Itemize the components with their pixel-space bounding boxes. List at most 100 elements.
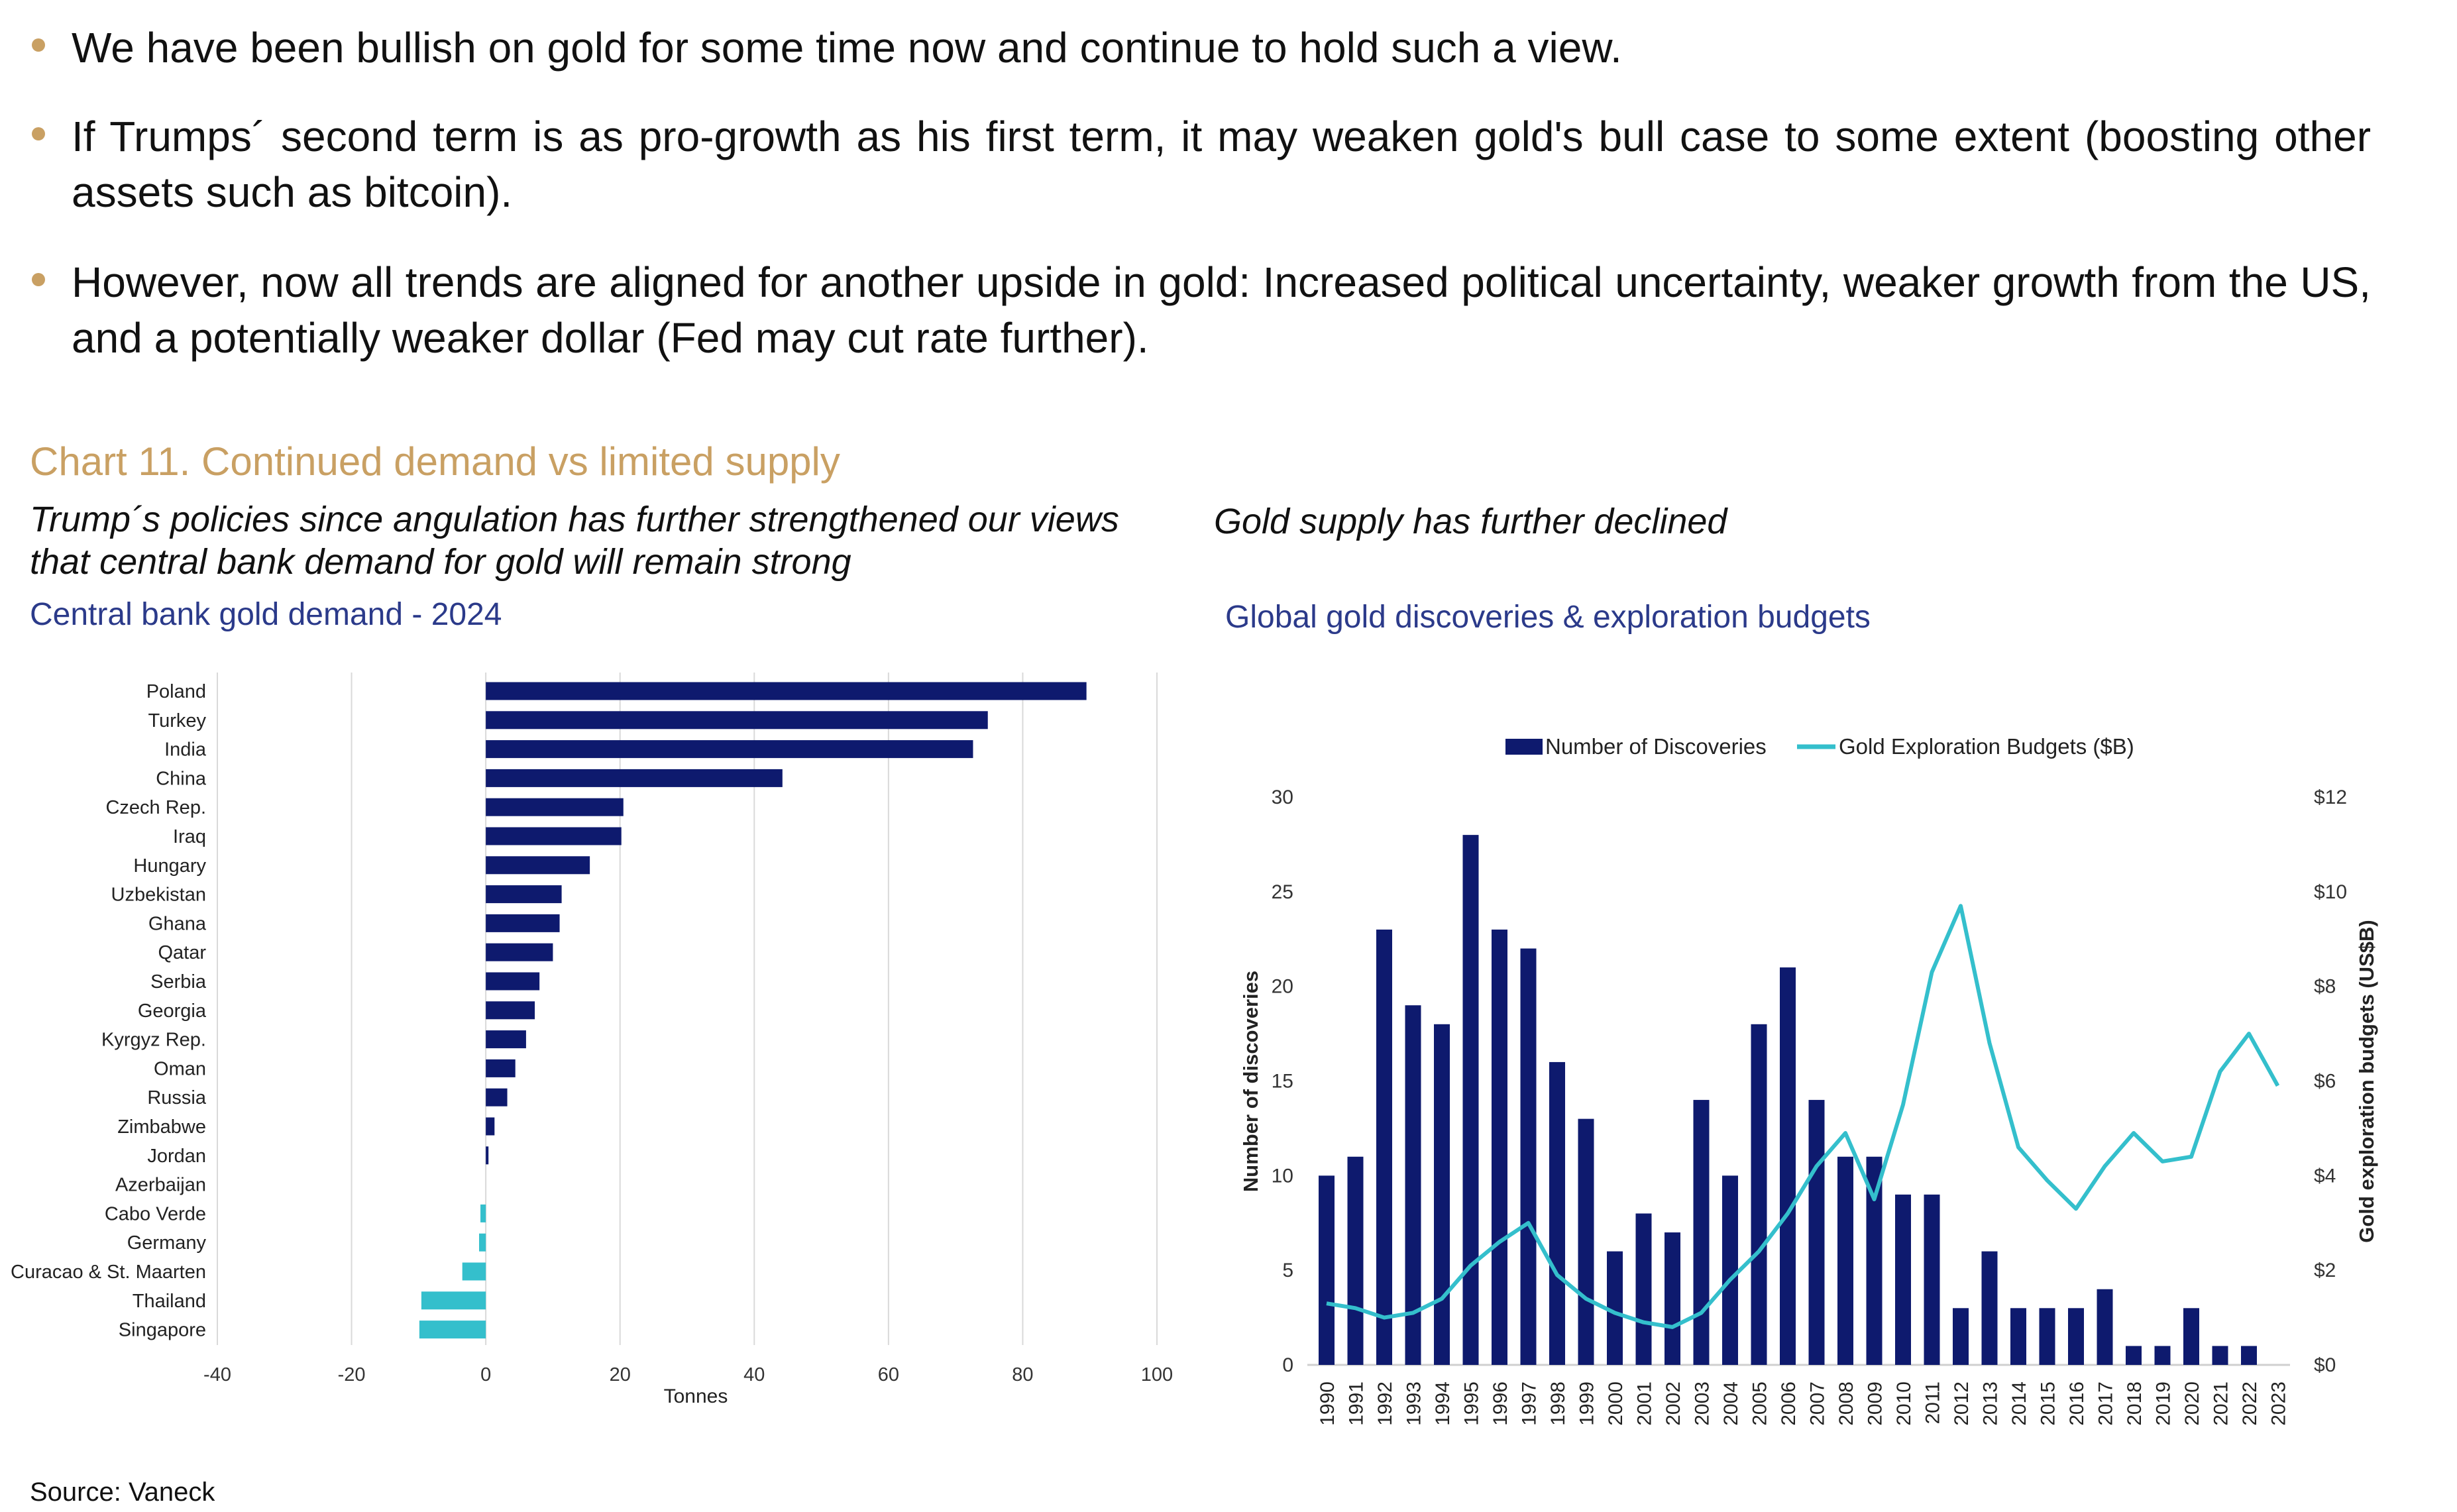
bar-zimbabwe [486, 1117, 495, 1136]
left-tick-label: 10 [1272, 1165, 1293, 1187]
category-label: Iraq [173, 826, 206, 847]
bar-oman [486, 1059, 516, 1077]
left-chart-title: Central bank gold demand - 2024 [30, 597, 502, 632]
right-caption: Gold supply has further declined [1214, 502, 1727, 541]
category-label: Kyrgyz Rep. [101, 1030, 206, 1051]
year-label: 2009 [1865, 1381, 1886, 1426]
bar-1994 [1434, 1024, 1450, 1365]
category-label: Uzbekistan [111, 885, 206, 906]
left-caption: Trump´s policies since angulation has fu… [30, 500, 1119, 582]
category-label: Hungary [133, 855, 206, 877]
bar-uzbekistan [486, 885, 562, 904]
category-label: Zimbabwe [117, 1116, 206, 1138]
year-label: 1990 [1317, 1381, 1338, 1426]
bullet-item: We have been bullish on gold for some ti… [32, 20, 2371, 76]
bar-germany [479, 1233, 486, 1252]
category-label: Thailand [133, 1291, 206, 1312]
bar-poland [486, 682, 1087, 700]
category-label: India [164, 739, 207, 761]
bar-2008 [1837, 1156, 1853, 1365]
bar-cabo-verde [480, 1204, 486, 1222]
bar-1990 [1319, 1175, 1335, 1365]
category-label: Czech Rep. [105, 797, 206, 818]
bar-2014 [2010, 1308, 2026, 1365]
category-label: Serbia [150, 971, 207, 993]
bar-thailand [421, 1291, 486, 1310]
year-label: 2008 [1835, 1381, 1857, 1426]
category-label: Singapore [119, 1320, 206, 1341]
bar-singapore [419, 1321, 486, 1339]
year-label: 2005 [1749, 1381, 1771, 1426]
bar-iraq [486, 827, 622, 845]
bar-2003 [1693, 1100, 1710, 1365]
bar-kyrgyz-rep- [486, 1030, 526, 1049]
bar-2020 [2183, 1308, 2199, 1365]
bar-jordan [486, 1146, 489, 1165]
left-tick-label: 25 [1272, 881, 1293, 903]
x-tick-label: 40 [743, 1364, 765, 1385]
bar-2022 [2241, 1346, 2257, 1365]
right-axis-label: Gold exploration budgets (US$B) [2355, 920, 2378, 1242]
year-label: 1999 [1576, 1381, 1598, 1426]
bar-georgia [486, 1001, 535, 1020]
bar-2006 [1780, 967, 1796, 1365]
bullet-dot-icon [32, 38, 45, 52]
bar-russia [486, 1088, 508, 1107]
year-label: 2014 [2008, 1381, 2030, 1426]
bar-2004 [1722, 1175, 1738, 1365]
bullet-item: If Trumps´ second term is as pro-growth … [32, 109, 2371, 220]
legend-label-discoveries: Number of Discoveries [1545, 734, 1767, 759]
year-label: 1993 [1403, 1381, 1425, 1426]
category-label: Qatar [158, 942, 206, 963]
bar-2015 [2039, 1308, 2055, 1365]
bar-2013 [1981, 1251, 1998, 1365]
category-label: Cabo Verde [105, 1203, 206, 1224]
bar-1993 [1405, 1005, 1421, 1365]
year-label: 1997 [1519, 1381, 1541, 1426]
year-label: 2023 [2268, 1381, 2290, 1426]
category-label: China [156, 768, 207, 789]
legend-swatch-discoveries [1505, 739, 1543, 755]
year-label: 2013 [1980, 1381, 2002, 1426]
category-label: Germany [127, 1232, 207, 1254]
year-label: 2011 [1922, 1381, 1944, 1425]
x-tick-label: 20 [610, 1364, 631, 1385]
bullet-dot-icon [32, 273, 45, 286]
right-tick-label: $2 [2314, 1260, 2336, 1281]
category-label: Azerbaijan [115, 1175, 206, 1196]
bar-2010 [1895, 1194, 1911, 1365]
x-tick-label: 100 [1141, 1364, 1173, 1385]
bar-2019 [2154, 1346, 2171, 1365]
year-label: 2000 [1605, 1381, 1627, 1426]
bar-1991 [1347, 1156, 1364, 1365]
year-label: 2002 [1663, 1381, 1684, 1426]
x-tick-label: 80 [1012, 1364, 1033, 1385]
year-label: 2003 [1692, 1381, 1714, 1426]
right-tick-label: $6 [2314, 1071, 2336, 1093]
legend-label-budgets: Gold Exploration Budgets ($B) [1839, 734, 2134, 759]
bar-1999 [1578, 1118, 1594, 1365]
x-tick-label: 60 [878, 1364, 899, 1385]
right-tick-label: $4 [2314, 1165, 2336, 1187]
bar-1998 [1549, 1061, 1565, 1365]
year-label: 1995 [1461, 1381, 1483, 1426]
right-chart-title: Global gold discoveries & exploration bu… [1225, 600, 1871, 635]
bar-2012 [1953, 1308, 1969, 1365]
bar-1995 [1462, 835, 1479, 1365]
bar-czech-rep- [486, 798, 624, 816]
category-label: Curacao & St. Maarten [11, 1262, 206, 1283]
right-tick-label: $12 [2314, 786, 2347, 808]
category-label: Georgia [138, 1000, 207, 1022]
bar-qatar [486, 943, 553, 961]
left-tick-label: 5 [1282, 1260, 1293, 1281]
right-tick-label: $10 [2314, 881, 2347, 903]
left-tick-label: 0 [1282, 1354, 1293, 1376]
bar-2016 [2068, 1308, 2084, 1365]
category-label: Turkey [148, 710, 206, 731]
chart-heading: Chart 11. Continued demand vs limited su… [30, 439, 840, 484]
year-label: 2022 [2239, 1381, 2261, 1426]
bar-1997 [1520, 948, 1537, 1365]
bar-curacao-st-maarten [462, 1262, 486, 1281]
left-tick-label: 15 [1272, 1071, 1293, 1093]
bar-2017 [2097, 1289, 2113, 1365]
